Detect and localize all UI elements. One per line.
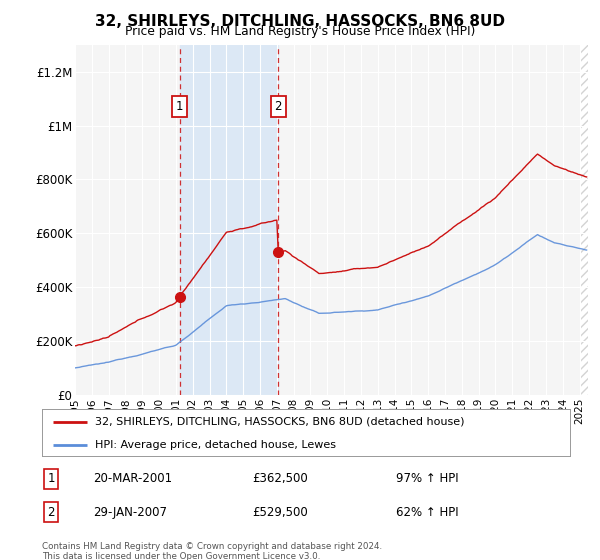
Text: 97% ↑ HPI: 97% ↑ HPI	[396, 472, 458, 486]
Text: Price paid vs. HM Land Registry's House Price Index (HPI): Price paid vs. HM Land Registry's House …	[125, 25, 475, 38]
Bar	[580, 45, 588, 395]
Bar	[580, 45, 588, 395]
Text: 1: 1	[47, 472, 55, 486]
Text: 29-JAN-2007: 29-JAN-2007	[93, 506, 167, 519]
Text: 32, SHIRLEYS, DITCHLING, HASSOCKS, BN6 8UD: 32, SHIRLEYS, DITCHLING, HASSOCKS, BN6 8…	[95, 14, 505, 29]
Text: £362,500: £362,500	[252, 472, 308, 486]
Bar	[179, 45, 278, 395]
Text: 62% ↑ HPI: 62% ↑ HPI	[396, 506, 458, 519]
Text: 1: 1	[176, 100, 184, 113]
Text: £529,500: £529,500	[252, 506, 308, 519]
Text: HPI: Average price, detached house, Lewes: HPI: Average price, detached house, Lewe…	[95, 440, 336, 450]
Text: This data is licensed under the Open Government Licence v3.0.: This data is licensed under the Open Gov…	[42, 552, 320, 560]
Text: 20-MAR-2001: 20-MAR-2001	[93, 472, 172, 486]
Text: 32, SHIRLEYS, DITCHLING, HASSOCKS, BN6 8UD (detached house): 32, SHIRLEYS, DITCHLING, HASSOCKS, BN6 8…	[95, 417, 464, 427]
Text: 2: 2	[47, 506, 55, 519]
Text: 2: 2	[274, 100, 282, 113]
Text: Contains HM Land Registry data © Crown copyright and database right 2024.: Contains HM Land Registry data © Crown c…	[42, 542, 382, 550]
